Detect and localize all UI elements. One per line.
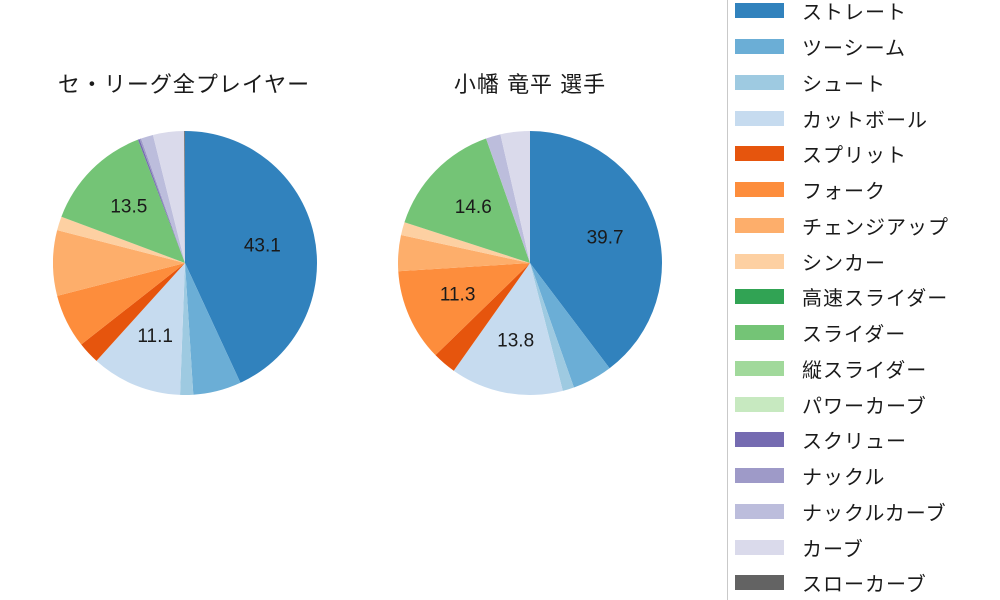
legend-item-label: フォーク [802,181,886,204]
pie-slice-13 [139,138,185,263]
pie-slice-15 [500,131,530,263]
legend-item: スクリュー [735,422,1000,458]
slice-value-label: 43.1 [244,235,281,256]
legend-item-label: カーブ [802,538,864,561]
legend-item-label: スライダー [802,324,907,347]
legend-color-swatch [735,182,784,198]
legend-color-swatch [735,325,784,341]
pie-slice-4 [81,263,185,361]
legend-color-swatch [735,3,784,19]
pie-slice-14 [486,134,530,263]
legend-item-label: スプリット [802,145,907,168]
legend-item: 高速スライダー [735,279,1000,315]
legend-color-swatch [735,396,784,412]
legend-item: ストレート [735,0,1000,29]
legend-item-label: 高速スライダー [802,288,949,311]
pie-slice-4 [435,263,530,371]
legend-color-swatch [735,110,784,126]
legend-item-label: ストレート [802,2,907,25]
slice-value-label: 14.6 [455,197,492,218]
pie-slice-9 [61,139,186,263]
legend-color-swatch [735,503,784,519]
legend-item-label: 縦スライダー [802,359,928,382]
legend-item-label: スローカーブ [802,574,927,597]
legend-item-label: カットボール [802,109,928,132]
slice-value-label: 13.8 [497,330,534,351]
legend-item: スライダー [735,315,1000,351]
pie-chart-league: 43.1 11.1 13.5 [53,131,317,395]
pie-slice-7 [401,222,530,263]
legend-item-label: チェンジアップ [802,216,949,239]
legend-panel: ストレートツーシームシュートカットボール スプリットフォークチェンジアップ シンカー… [727,0,1000,600]
legend-item: カーブ [735,529,1000,565]
pie-slice-14 [141,134,185,263]
pie-slice-2 [530,263,574,391]
legend-item: ナックルカーブ [735,494,1000,530]
legend-item: ツーシーム [735,29,1000,65]
legend-color-swatch [735,217,784,233]
legend-item-label: パワーカーブ [802,395,927,418]
pie-slice-5 [398,263,530,356]
legend-color-swatch [735,39,784,55]
slice-value-label: 11.1 [137,326,173,347]
pie-chart-player: 39.7 13.8 11.3 14.6 [398,131,662,395]
legend-color-swatch [735,360,784,376]
pie-slice-1 [185,263,241,395]
chart-title-player: 小幡 竜平 選手 [453,72,607,97]
legend-item: ナックル [735,458,1000,494]
chart-title-league: セ・リーグ全プレイヤー [57,72,311,97]
legend-item-label: シュート [802,73,886,96]
pie-slice-12 [137,139,185,263]
legend-color-swatch [735,432,784,448]
legend-item: スローカーブ [735,565,1000,600]
slice-value-label: 11.3 [440,285,476,306]
legend-item: シンカー [735,243,1000,279]
pie-slice-3 [96,263,185,395]
legend-item-label: シンカー [802,252,886,275]
legend-color-swatch [735,468,784,484]
pie-slice-2 [180,263,194,395]
legend-item: 縦スライダー [735,351,1000,387]
pie-slice-9 [404,138,530,263]
legend-item: チェンジアップ [735,208,1000,244]
pie-slice-0 [530,131,662,369]
legend-color-swatch [735,146,784,162]
legend-color-swatch [735,539,784,555]
legend-item: スプリット [735,136,1000,172]
legend-item: カットボール [735,100,1000,136]
legend-color-swatch [735,575,784,591]
pie-slice-1 [530,263,610,388]
legend-item-label: ナックル [802,467,886,490]
legend-item: シュート [735,65,1000,101]
pie-slice-5 [57,263,186,345]
pie-slice-15 [152,131,185,263]
pie-slice-7 [57,216,186,263]
legend-item: フォーク [735,172,1000,208]
slice-value-label: 39.7 [587,227,624,248]
legend-color-swatch [735,253,784,269]
pie-slice-16 [184,131,185,263]
legend-color-swatch [735,289,784,305]
pie-slice-6 [53,230,185,296]
legend-color-swatch [735,74,784,90]
pie-slice-6 [398,235,530,272]
pie-slice-0 [185,131,317,383]
legend-item-label: ツーシーム [802,38,906,61]
legend-item-label: スクリュー [802,431,907,454]
slice-value-label: 13.5 [110,197,147,218]
legend-item: パワーカーブ [735,386,1000,422]
pie-slice-3 [453,263,563,395]
legend-item-label: ナックルカーブ [802,502,947,525]
